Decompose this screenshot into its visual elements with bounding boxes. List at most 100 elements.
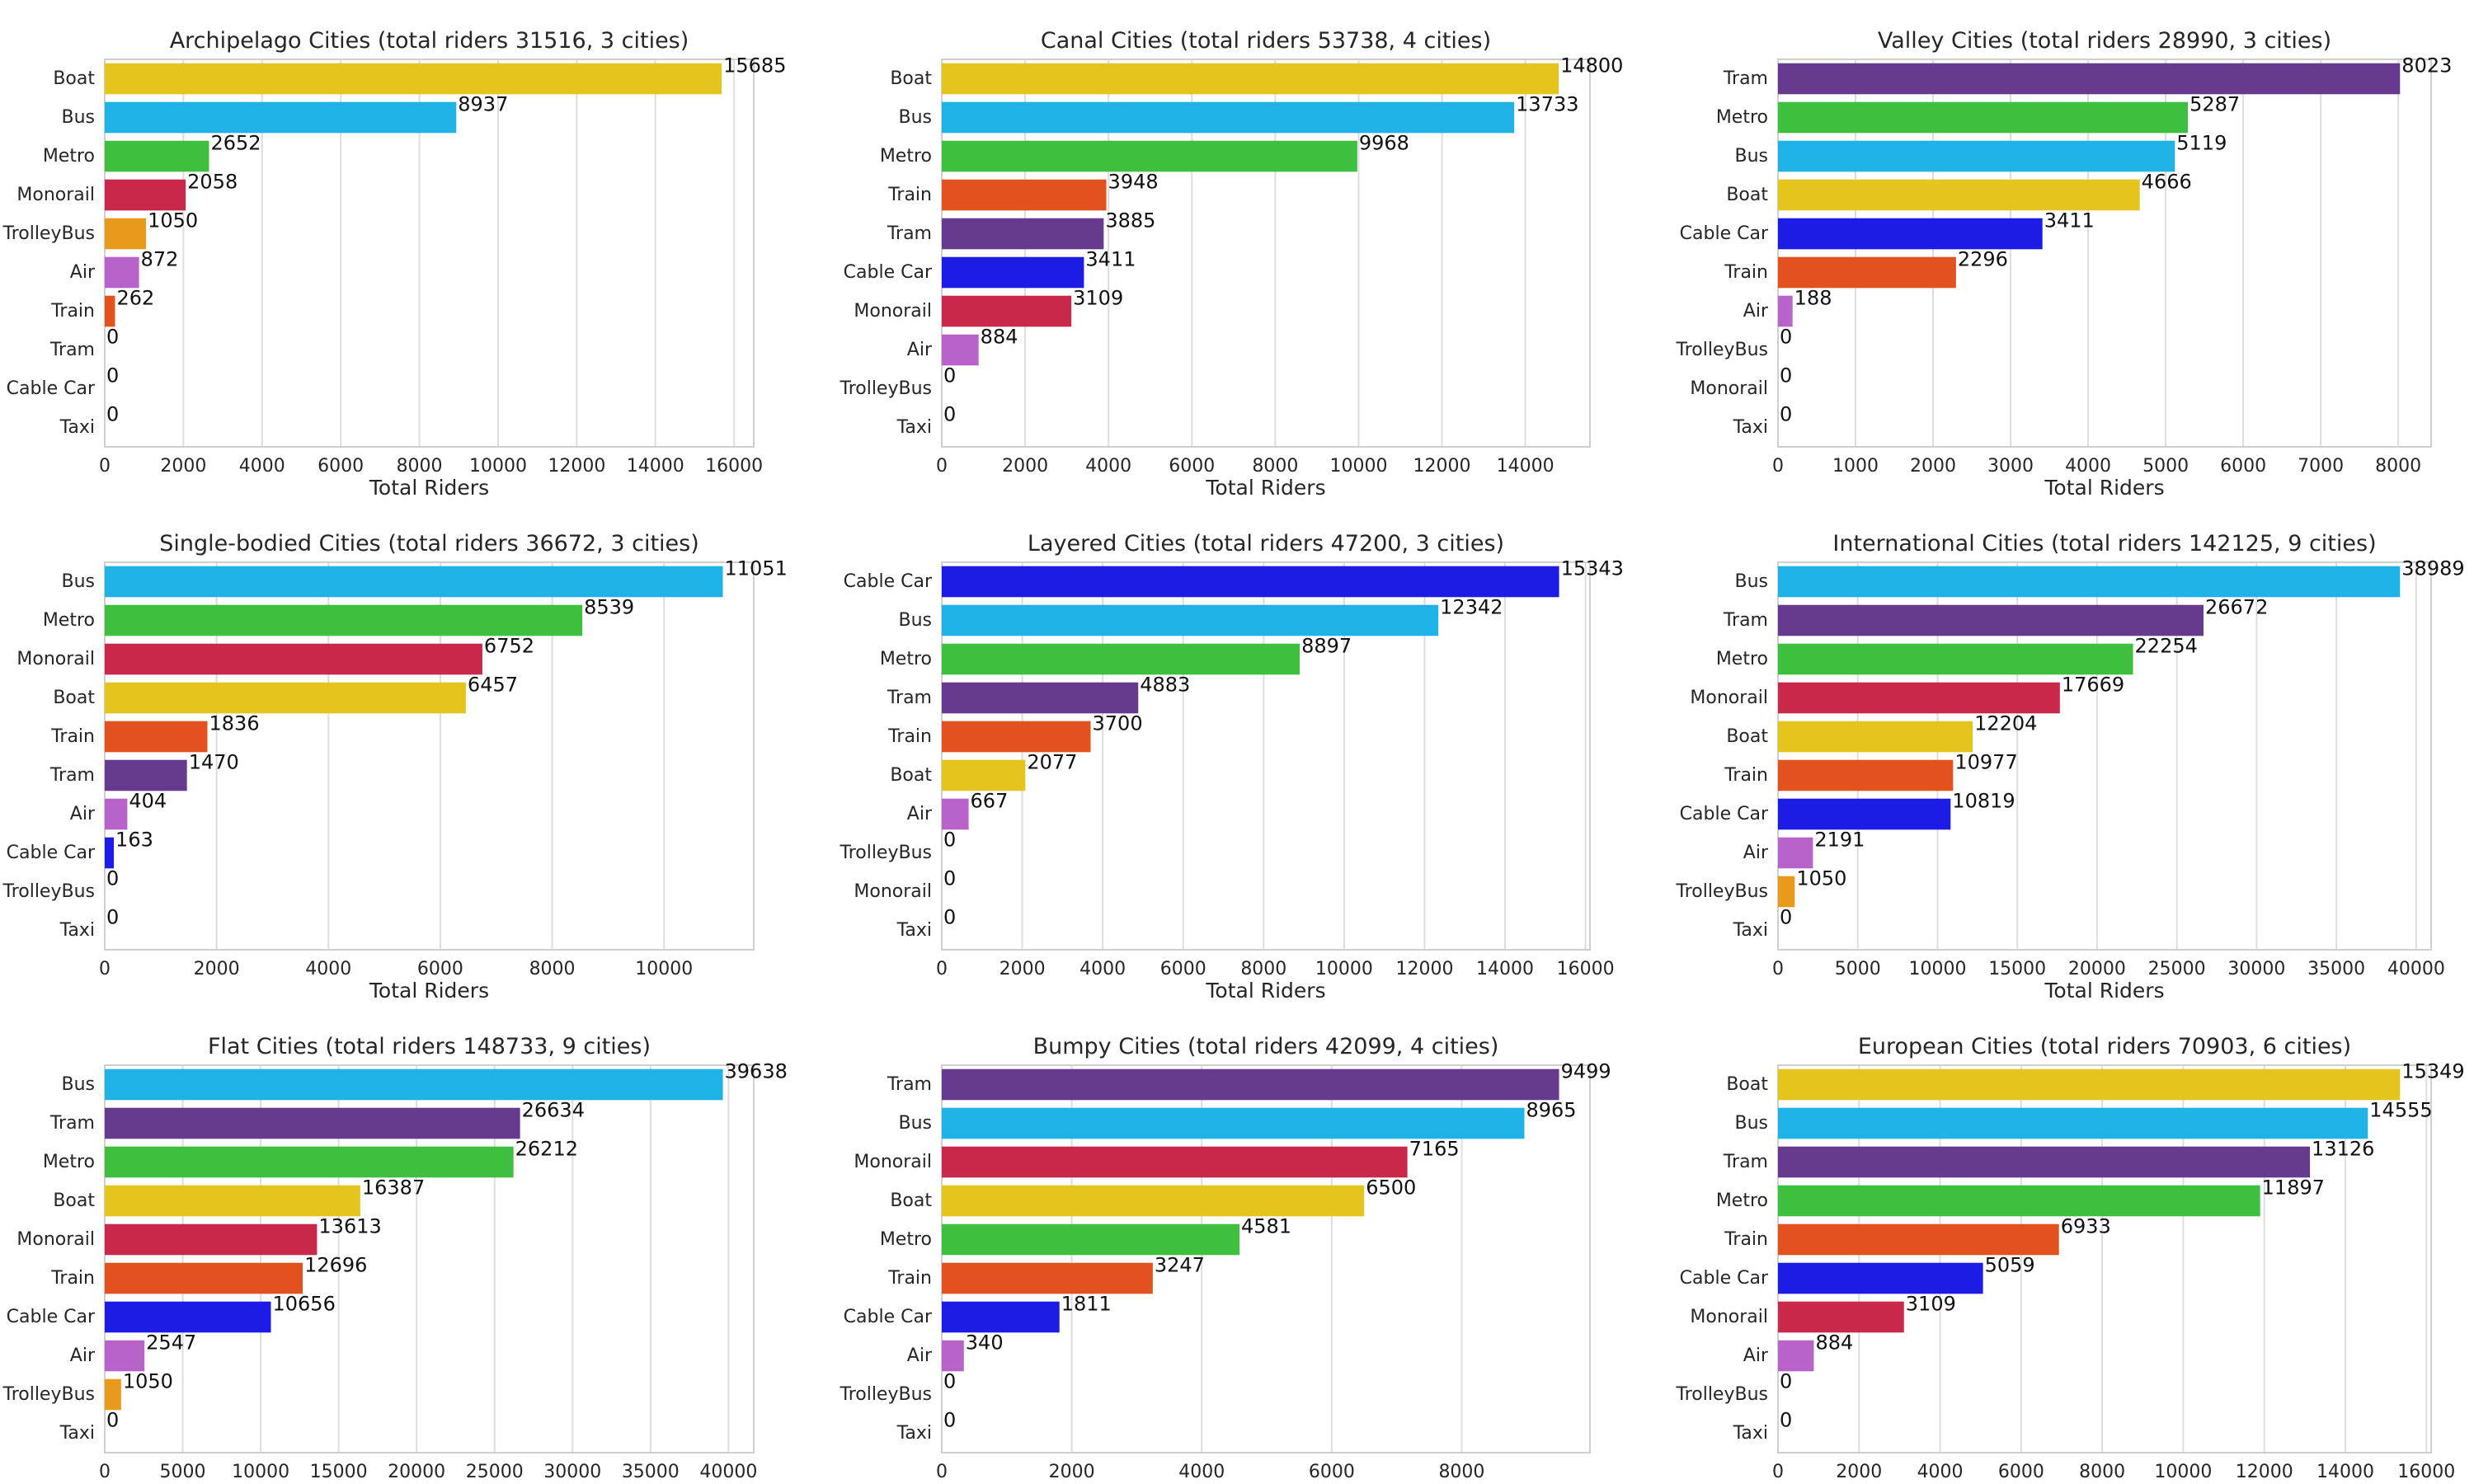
x-tick-label: 0	[1772, 959, 1784, 979]
category-label: Metro	[880, 1229, 932, 1250]
category-label: Cable Car	[7, 378, 96, 399]
x-tick-label: 4000	[1917, 1462, 1964, 1482]
value-label: 0	[106, 403, 119, 426]
x-axis-label: Total Riders	[1205, 1482, 1325, 1484]
category-label: Metro	[43, 146, 95, 167]
category-label: Monorail	[1690, 1307, 1768, 1327]
category-label: Tram	[887, 688, 932, 708]
value-label: 884	[981, 326, 1018, 349]
value-label: 9499	[1561, 1060, 1611, 1083]
category-label: Bus	[1735, 146, 1769, 167]
bar	[1778, 1301, 1904, 1333]
value-label: 15349	[2401, 1060, 2464, 1083]
x-tick-label: 0	[936, 1462, 948, 1482]
category-label: Boat	[1726, 185, 1768, 205]
bar	[1778, 295, 1793, 327]
value-label: 6457	[468, 674, 518, 697]
bar	[105, 1146, 514, 1178]
category-label: Metro	[880, 649, 932, 669]
value-label: 13613	[318, 1215, 381, 1238]
value-label: 5119	[2176, 132, 2227, 155]
bar	[105, 63, 722, 95]
category-label: Bus	[899, 610, 933, 631]
x-axis-label: Total Riders	[1205, 979, 1325, 1003]
x-tick-label: 5000	[2142, 456, 2189, 477]
x-tick-label: 2000	[999, 959, 1046, 979]
x-tick-label: 40000	[699, 1462, 757, 1482]
bar	[105, 256, 139, 289]
value-label: 8937	[458, 93, 508, 116]
bar	[942, 1301, 1060, 1333]
value-label: 3885	[1105, 209, 1155, 232]
category-label: Tram	[49, 340, 95, 360]
value-label: 0	[1780, 326, 1792, 349]
bar	[942, 759, 1026, 791]
x-tick-label: 6000	[317, 456, 364, 477]
category-label: Bus	[899, 107, 933, 128]
category-label: Train	[887, 185, 932, 205]
x-tick-label: 2000	[1836, 1462, 1882, 1482]
bar	[1778, 1146, 2311, 1178]
bar	[942, 1068, 1559, 1101]
category-label: Taxi	[896, 1423, 932, 1444]
plot-frame	[941, 561, 1591, 951]
category-label: Cable Car	[1680, 1268, 1769, 1289]
category-label: Boat	[1726, 726, 1768, 747]
category-label: Metro	[43, 610, 95, 631]
x-tick-label: 10000	[232, 1462, 289, 1482]
value-label: 0	[106, 906, 119, 929]
x-axis-label: Total Riders	[2044, 1482, 2164, 1484]
x-tick-label: 2000	[1002, 456, 1048, 477]
category-label: Tram	[49, 765, 95, 786]
category-label: Air	[1743, 843, 1769, 863]
category-label: Bus	[899, 1113, 933, 1134]
value-label: 0	[1780, 364, 1792, 387]
x-tick-label: 3000	[1987, 456, 2034, 477]
value-label: 12204	[1974, 712, 2037, 735]
bar	[942, 604, 1439, 636]
value-label: 7165	[1409, 1138, 1460, 1161]
category-label: Cable Car	[1680, 223, 1769, 244]
value-label: 2058	[187, 171, 238, 194]
value-label: 872	[141, 248, 179, 271]
category-label: TrolleyBus	[1675, 1384, 1768, 1405]
x-tick-label: 8000	[1240, 959, 1286, 979]
x-axis-label: Total Riders	[369, 476, 489, 500]
x-tick-label: 16000	[2397, 1462, 2455, 1482]
bar	[105, 1185, 360, 1217]
category-label: Monorail	[854, 881, 932, 902]
bar	[942, 218, 1104, 250]
chart-panel-7: Bumpy Cities (total riders 42099, 4 citi…	[839, 1034, 1611, 1484]
bar	[942, 1185, 1365, 1217]
bar	[942, 1223, 1240, 1256]
category-label: Air	[907, 340, 933, 360]
category-label: Cable Car	[844, 571, 933, 592]
bar	[1778, 140, 2175, 172]
category-label: Bus	[1735, 1113, 1769, 1134]
x-tick-label: 10000	[635, 959, 693, 979]
value-label: 4581	[1241, 1215, 1291, 1238]
value-label: 1836	[209, 712, 260, 735]
category-label: Boat	[890, 765, 932, 786]
x-tick-label: 35000	[622, 1462, 680, 1482]
bar	[1778, 179, 2140, 211]
x-tick-label: 14000	[1476, 959, 1534, 979]
x-tick-label: 8000	[529, 959, 576, 979]
category-label: Monorail	[1690, 378, 1768, 399]
bar	[1778, 759, 1954, 791]
category-label: TrolleyBus	[2, 223, 95, 244]
bar	[942, 721, 1091, 753]
category-label: Air	[1743, 1345, 1769, 1366]
category-label: Train	[50, 301, 95, 322]
value-label: 10977	[1954, 751, 2017, 774]
bar	[105, 566, 723, 598]
category-label: Cable Car	[1680, 804, 1769, 824]
x-tick-label: 8000	[1252, 456, 1298, 477]
bar	[942, 295, 1072, 327]
plot-frame	[104, 1064, 755, 1453]
value-label: 4666	[2142, 171, 2192, 194]
panel-title: Bumpy Cities (total riders 42099, 4 citi…	[1033, 1034, 1499, 1059]
value-label: 11051	[724, 557, 787, 580]
bar	[105, 759, 187, 791]
